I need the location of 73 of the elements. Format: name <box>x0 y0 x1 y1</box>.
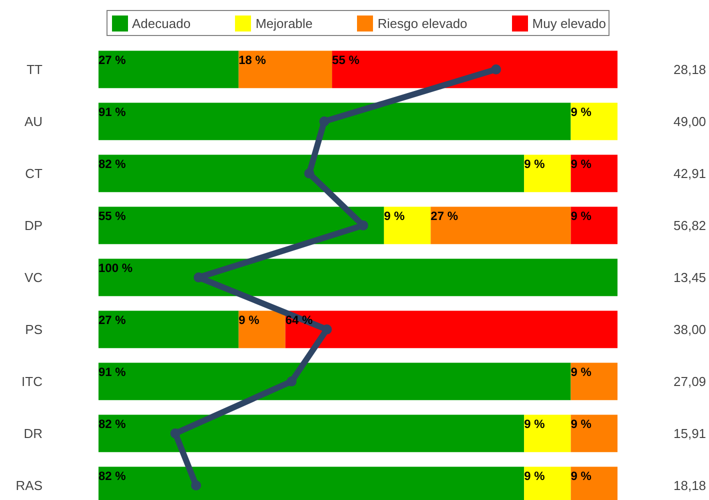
point <box>191 480 202 490</box>
data-label: 18 % <box>238 53 266 68</box>
data-label: 55 % <box>98 209 126 224</box>
text: 38,00 <box>674 322 706 337</box>
point <box>491 64 502 74</box>
bar <box>570 206 618 244</box>
bar <box>524 414 571 452</box>
bar <box>384 206 431 244</box>
legend-label: Muy elevado <box>532 16 606 30</box>
bar <box>98 258 618 296</box>
bar <box>98 362 571 400</box>
text: 56,82 <box>674 218 706 233</box>
data-label: 91 % <box>98 365 126 380</box>
bar <box>98 414 524 452</box>
y-tick-label: AU <box>24 114 43 129</box>
bar <box>570 414 618 452</box>
data-label: 91 % <box>98 105 126 120</box>
legend-label: Riesgo elevado <box>378 16 468 30</box>
data-label: 9 % <box>570 417 592 432</box>
text: 42,91 <box>674 166 706 181</box>
legend-label: Mejorable <box>256 16 313 30</box>
data-label: 27 % <box>98 313 126 328</box>
point <box>322 324 332 334</box>
text: 13,45 <box>674 270 706 285</box>
data-label: 9 % <box>570 469 592 484</box>
text: 27,09 <box>674 374 706 389</box>
data-label: 27 % <box>430 209 458 224</box>
bar <box>98 102 571 140</box>
data-label: 9 % <box>524 157 546 172</box>
data-label: 82 % <box>98 417 126 432</box>
point <box>304 168 314 178</box>
data-label: 9 % <box>570 157 592 172</box>
bar <box>98 50 239 88</box>
y-tick-label: PS <box>25 322 43 337</box>
data-label: 9 % <box>238 313 260 328</box>
y-tick-label: CT <box>25 166 43 181</box>
data-label: 9 % <box>384 209 405 224</box>
bar <box>332 50 618 88</box>
point <box>170 428 180 438</box>
data-label: 9 % <box>570 365 592 380</box>
data-label: 27 % <box>98 53 126 68</box>
y-tick-label: DR <box>24 426 43 441</box>
legend-label: Adecuado <box>132 16 191 30</box>
y-tick-label: ITC <box>22 374 43 389</box>
text: 49,00 <box>674 114 706 129</box>
bar <box>524 154 571 192</box>
data-label: 9 % <box>524 417 546 432</box>
text: 18,18 <box>674 478 706 493</box>
bar <box>98 310 239 348</box>
data-label: 100 % <box>98 261 133 276</box>
data-label: 9 % <box>524 469 546 484</box>
point <box>319 116 330 126</box>
data-label: 55 % <box>332 53 360 68</box>
bar <box>570 154 618 192</box>
bar <box>570 102 618 140</box>
y-tick-label: VC <box>24 270 43 285</box>
data-label: 9 % <box>570 209 592 224</box>
bar <box>430 206 571 244</box>
bar <box>98 206 384 244</box>
y-tick-label: DP <box>24 218 43 233</box>
bar <box>238 310 286 348</box>
y-tick-label: RAS <box>16 478 43 493</box>
y-tick-label: TT <box>26 62 43 77</box>
data-label: 9 % <box>570 105 592 120</box>
bar <box>285 310 618 348</box>
bar <box>98 154 524 192</box>
data-label: 82 % <box>98 157 126 172</box>
bar <box>238 50 332 88</box>
text: 15,91 <box>674 426 706 441</box>
data-label: 82 % <box>98 469 126 484</box>
point <box>286 376 297 386</box>
bar <box>570 362 618 400</box>
text: 28,18 <box>674 62 706 77</box>
